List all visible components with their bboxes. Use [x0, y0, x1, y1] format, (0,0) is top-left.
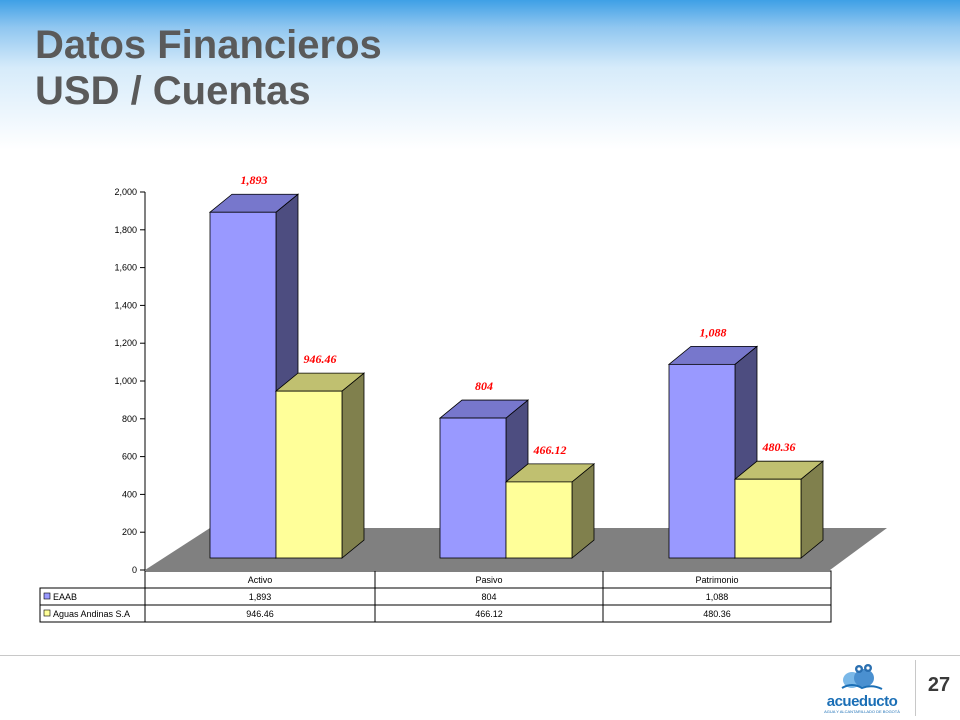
y-tick-label: 400 [122, 489, 137, 499]
bar-front-face [668, 363, 736, 559]
acueducto-logo: acueducto AGUA Y ALCANTARILLADO DE BOGOT… [812, 658, 912, 716]
y-tick-label: 200 [122, 527, 137, 537]
bar-chart-3d: 0 200 400 600 800 1,000 1,200 1,400 1,600 1,800 2,… [39, 173, 887, 623]
y-tick-label: 1,000 [114, 376, 137, 386]
bar-side-face [341, 372, 365, 559]
footer-divider-line [0, 655, 960, 656]
bar-front-face [439, 417, 507, 559]
slide-title-line-2: USD / Cuentas [35, 69, 311, 113]
bar-data-label: 480.36 [762, 440, 796, 454]
slide-title-line-1: Datos Financieros [35, 23, 382, 67]
bar-front-face [734, 478, 802, 559]
bar-eaab-patrimonio [667, 345, 759, 559]
logo-tagline: AGUA Y ALCANTARILLADO DE BOGOTÁ [824, 709, 900, 714]
y-tick-label: 0 [132, 565, 137, 575]
legend-series-name: Aguas Andinas S.A [53, 609, 130, 619]
data-table-value: 1,893 [249, 592, 272, 602]
bar-aguas-andinas-patrimonio [733, 460, 825, 559]
footer-vertical-divider [915, 660, 916, 716]
bar-data-label: 804 [475, 379, 493, 393]
bar-aguas-andinas-activo [274, 372, 366, 559]
bar-front-face [505, 481, 573, 559]
y-tick-label: 1,800 [114, 225, 137, 235]
y-tick-label: 2,000 [114, 187, 137, 197]
bar-data-label: 1,088 [700, 325, 727, 339]
y-tick-label: 1,400 [114, 300, 137, 310]
data-table-value: 946.46 [246, 609, 274, 619]
data-table-value: 480.36 [703, 609, 731, 619]
category-label: Activo [248, 575, 273, 585]
logo-wordmark: acueducto [826, 693, 898, 710]
legend-swatch [43, 592, 51, 600]
bar-data-label: 946.46 [304, 352, 337, 366]
y-tick-label: 1,600 [114, 263, 137, 273]
data-table-value: 466.12 [475, 609, 503, 619]
y-tick-label: 800 [122, 414, 137, 424]
category-label: Pasivo [475, 575, 502, 585]
data-table-value: 1,088 [706, 592, 729, 602]
bar-data-label: 466.12 [533, 443, 567, 457]
bar-aguas-andinas-pasivo [504, 463, 596, 559]
bar-front-face [275, 390, 343, 559]
y-tick-label: 1,200 [114, 338, 137, 348]
bar-data-label: 1,893 [241, 173, 268, 187]
legend-swatch [43, 609, 51, 617]
legend-series-name: EAAB [53, 592, 77, 602]
slide-title: Datos Financieros USD / Cuentas [35, 22, 382, 114]
bar-front-face [209, 211, 277, 559]
page-number: 27 [927, 674, 951, 696]
frog-logo-icon [841, 664, 883, 690]
data-table-value: 804 [481, 592, 496, 602]
header-gradient-band [0, 0, 960, 150]
y-tick-label: 600 [122, 452, 137, 462]
category-label: Patrimonio [695, 575, 738, 585]
